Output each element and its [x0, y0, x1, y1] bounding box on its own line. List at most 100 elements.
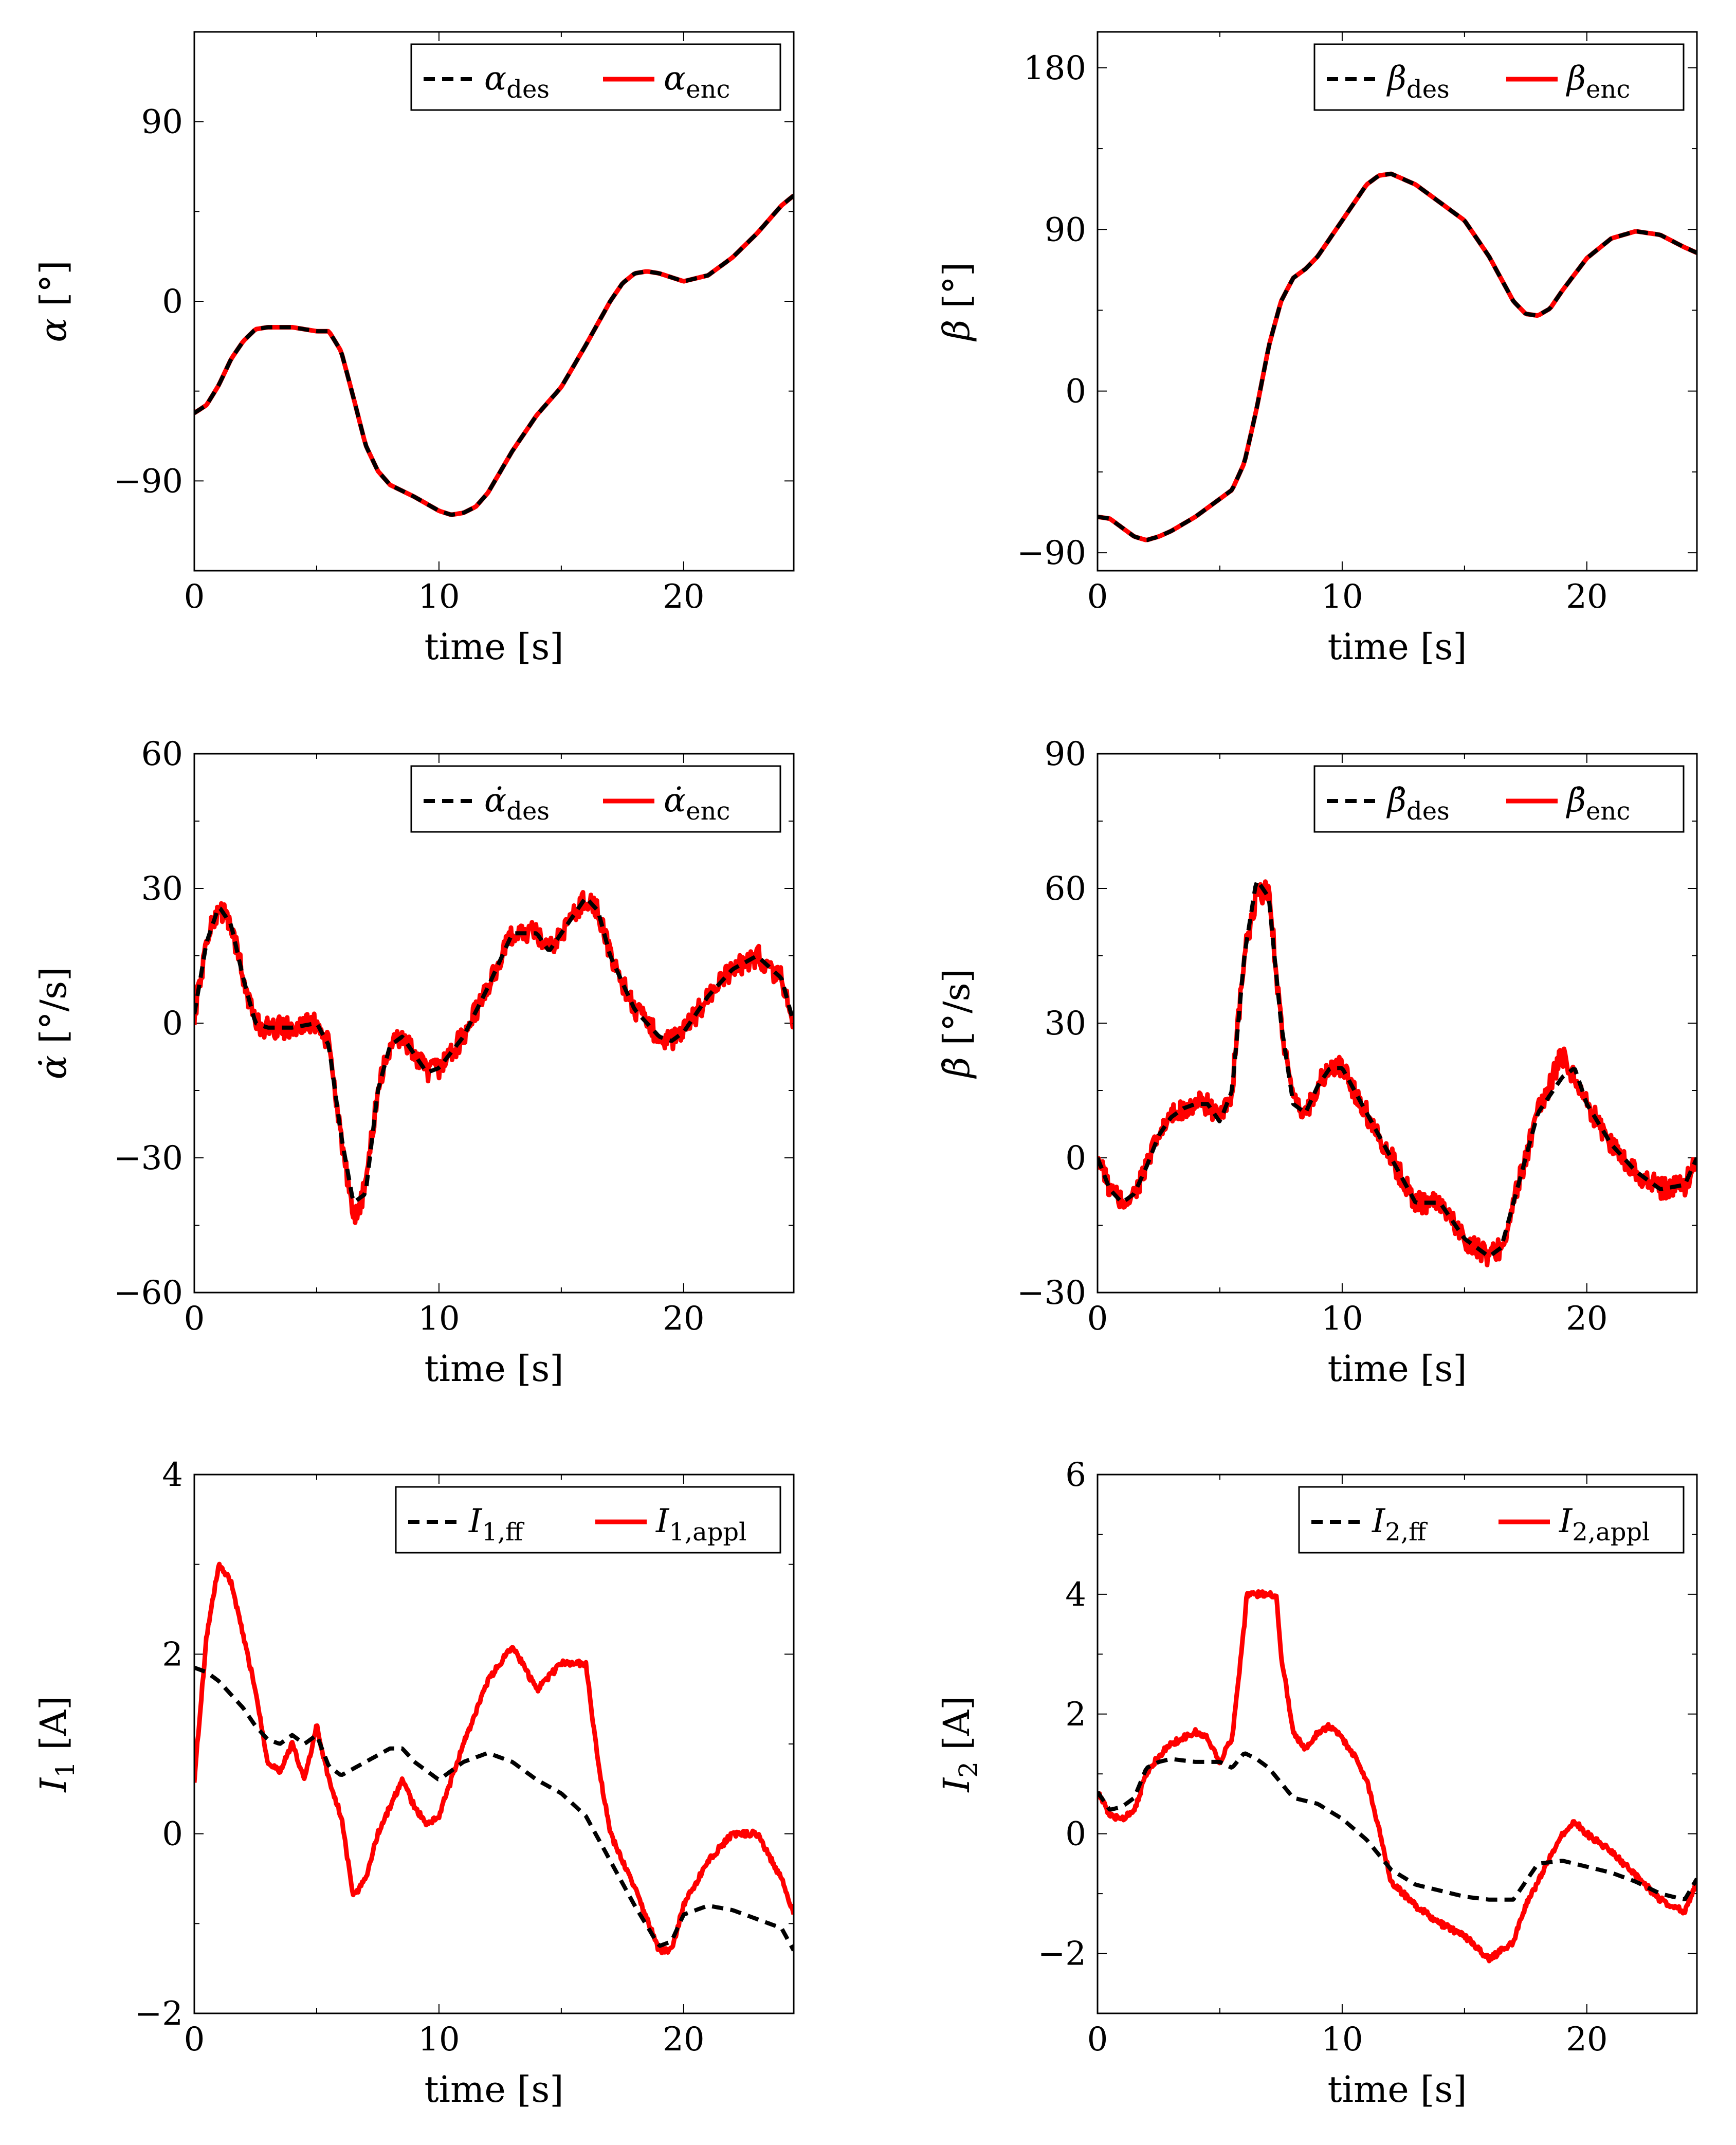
legend-label-2: αenc [664, 60, 730, 104]
legend-label-1: I1,ff [468, 1502, 524, 1547]
y-tick-label: 30 [141, 870, 183, 908]
x-tick-label: 20 [663, 578, 704, 616]
plot-frame [1097, 753, 1698, 1294]
legend: I1,ff I1,appl [395, 1486, 781, 1554]
legend-label-1: βdes [1386, 60, 1450, 104]
subplot-3: 0 10 20 −60 −30 0 30 60 α̇des α̇enc time [s] α̇ [°/… [32, 735, 795, 1390]
x-tick-label: 0 [184, 578, 205, 616]
series-line-2 [194, 890, 794, 1225]
x-axis-label: time [s] [1327, 2068, 1467, 2111]
y-tick-label: 0 [162, 283, 183, 321]
y-tick-label: 4 [162, 1456, 183, 1494]
legend: I2,ff I2,appl [1298, 1486, 1685, 1554]
legend-label-1: β̇des [1386, 781, 1450, 826]
plot-frame [1097, 31, 1698, 572]
y-axis-label: α̇ [°/s] [32, 967, 75, 1080]
series-line-1 [1098, 172, 1697, 542]
legend-box [395, 1486, 781, 1554]
x-tick-label: 20 [1566, 2021, 1607, 2059]
y-tick-label: 30 [1045, 1005, 1086, 1043]
x-tick-label: 10 [418, 2021, 460, 2059]
series-line-2 [194, 1561, 794, 1955]
y-tick-label: 0 [162, 1005, 183, 1043]
y-tick-label: 6 [1065, 1456, 1086, 1494]
subplot-6: 0 10 20 −2 0 2 4 6 I2,ff I2,appl time [s] I2 [A] [936, 1456, 1698, 2111]
legend: β̇des β̇enc [1313, 765, 1685, 833]
x-axis-label: time [s] [1327, 626, 1467, 668]
legend-box [410, 43, 781, 111]
y-tick-label: 0 [1065, 1139, 1086, 1177]
x-tick-label: 10 [418, 1300, 460, 1338]
series-line-1 [194, 895, 794, 1205]
y-tick-label: −60 [114, 1274, 183, 1312]
x-axis-label: time [s] [424, 2068, 563, 2111]
series-line-2 [1098, 879, 1697, 1268]
y-tick-label: 0 [162, 1815, 183, 1853]
series-line-2 [1098, 1589, 1697, 1964]
plot-frame [193, 1474, 795, 2014]
legend: βdes βenc [1313, 43, 1685, 111]
y-tick-label: 90 [1045, 211, 1086, 249]
x-tick-label: 20 [663, 1300, 704, 1338]
legend-label-1: αdes [484, 60, 550, 104]
legend-label-2: α̇enc [664, 781, 730, 826]
legend-box [410, 765, 781, 833]
x-tick-label: 0 [184, 2021, 205, 2059]
y-tick-label: 0 [1065, 1815, 1086, 1853]
y-tick-label: −90 [114, 462, 183, 500]
y-tick-label: 180 [1024, 49, 1086, 87]
x-tick-label: 20 [1566, 578, 1607, 616]
y-axis-label: β [°] [936, 262, 978, 342]
legend-label-1: α̇des [484, 781, 550, 826]
legend-label-1: I2,ff [1372, 1502, 1428, 1547]
legend-label-2: I2,appl [1559, 1502, 1650, 1547]
plot-frame [193, 753, 795, 1294]
x-tick-label: 10 [418, 578, 460, 616]
y-tick-label: 2 [1065, 1696, 1086, 1734]
x-tick-label: 0 [1087, 578, 1108, 616]
x-tick-label: 0 [184, 1300, 205, 1338]
y-axis-label: I2 [A] [936, 1696, 983, 1793]
legend-box [1298, 1486, 1685, 1554]
y-tick-label: −90 [1017, 534, 1086, 572]
series-line-2 [1098, 171, 1697, 542]
series-line-2 [194, 193, 794, 517]
series-line-1 [194, 1665, 794, 1952]
y-tick-label: 0 [1065, 373, 1086, 411]
y-tick-label: 90 [141, 103, 183, 141]
y-tick-label: −30 [1017, 1274, 1086, 1312]
x-tick-label: 10 [1321, 578, 1363, 616]
legend-label-2: β̇enc [1566, 781, 1630, 826]
subplot-1: 0 10 20 −90 0 90 αdes αenc time [s] α [°] [32, 31, 795, 668]
x-tick-label: 20 [1566, 1300, 1607, 1338]
y-tick-label: −30 [114, 1139, 183, 1177]
x-tick-label: 10 [1321, 1300, 1363, 1338]
y-axis-label: I1 [A] [32, 1696, 80, 1793]
y-axis-label: α [°] [32, 260, 75, 342]
y-tick-label: 2 [162, 1635, 183, 1674]
plot-frame [1097, 1474, 1698, 2014]
y-tick-label: 60 [141, 735, 183, 773]
x-axis-label: time [s] [424, 1348, 563, 1390]
series-line-1 [1098, 1751, 1697, 1902]
legend: α̇des α̇enc [410, 765, 781, 833]
series-line-1 [1098, 878, 1697, 1259]
legend-label-2: I1,appl [655, 1502, 747, 1547]
x-tick-label: 10 [1321, 2021, 1363, 2059]
plot-frame [193, 31, 795, 572]
legend: αdes αenc [410, 43, 781, 111]
x-axis-label: time [s] [424, 626, 563, 668]
x-tick-label: 0 [1087, 1300, 1108, 1338]
series-line-1 [194, 194, 794, 517]
x-tick-label: 20 [663, 2021, 704, 2059]
legend-label-2: βenc [1566, 60, 1630, 104]
y-tick-label: −2 [1038, 1935, 1086, 1973]
y-tick-label: 4 [1065, 1576, 1086, 1614]
y-axis-label: β̇ [°/s] [936, 969, 978, 1079]
y-tick-label: 60 [1045, 870, 1086, 908]
x-axis-label: time [s] [1327, 1348, 1467, 1390]
